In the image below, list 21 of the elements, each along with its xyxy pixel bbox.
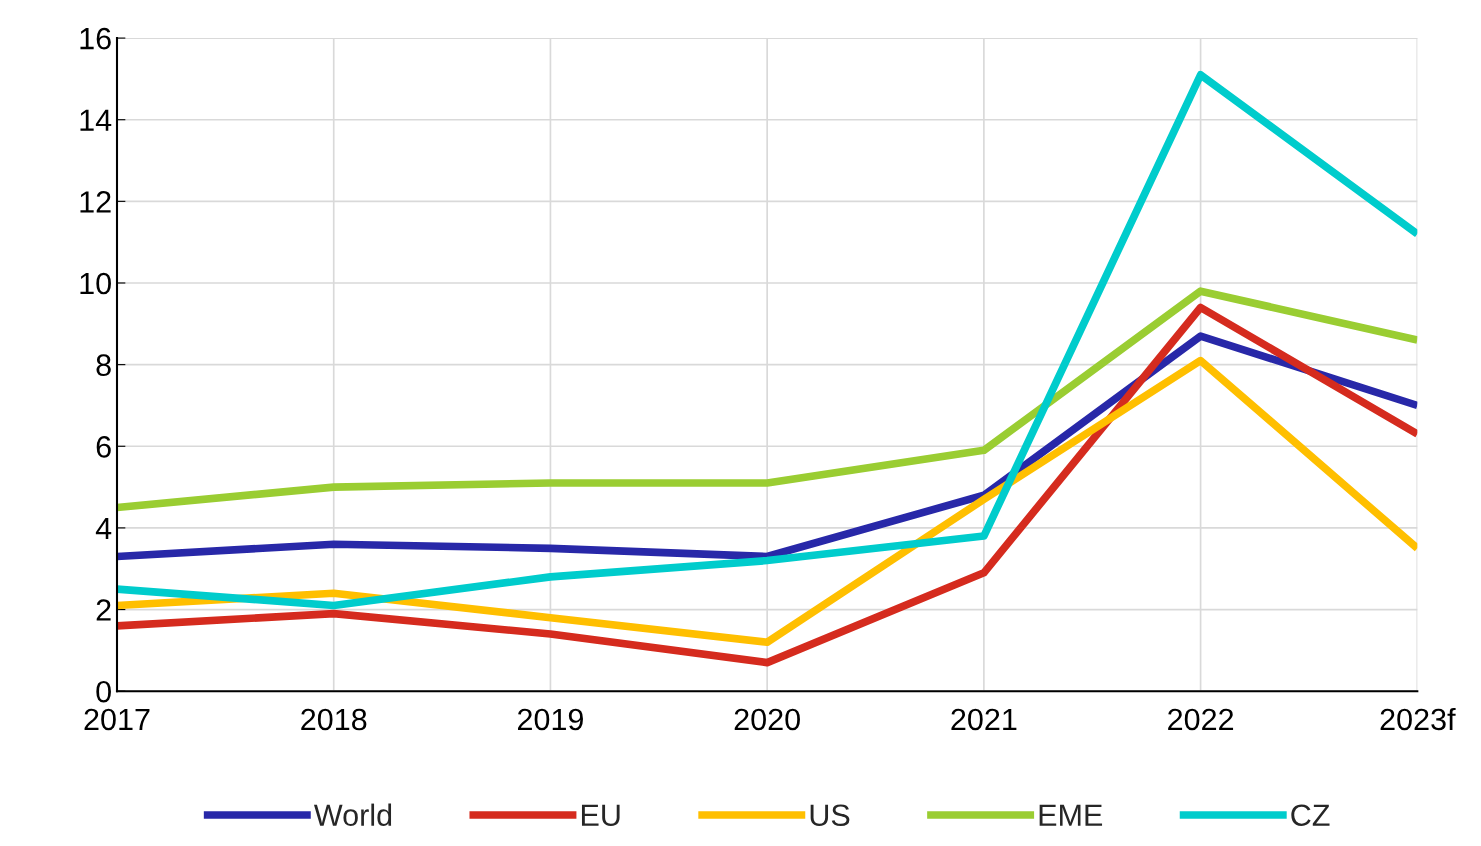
y-tick-label: 2 (96, 599, 111, 621)
x-tick-label: 2023f (1380, 707, 1456, 731)
y-tick-label: 8 (96, 354, 111, 376)
x-tick-label: 2017 (84, 708, 150, 731)
x-tick-label: 2018 (301, 708, 367, 731)
y-tick-label: 10 (80, 272, 111, 295)
y-tick-label: 16 (80, 27, 111, 50)
legend-label: US (810, 804, 850, 827)
x-tick-label: 2022 (1168, 708, 1234, 731)
y-tick-label: 14 (80, 109, 112, 131)
legend-label: EME (1039, 804, 1103, 826)
x-tick-label: 2019 (517, 708, 583, 731)
x-tick-label: 2021 (951, 708, 1017, 731)
x-tick-label: 2020 (734, 708, 800, 731)
y-tick-label: 12 (80, 191, 111, 213)
y-tick-label: 0 (96, 680, 111, 703)
legend-label: World (313, 803, 392, 827)
legend-label: EU (581, 804, 620, 827)
y-tick-label: 4 (95, 517, 112, 539)
legend-label: CZ (1291, 804, 1330, 827)
y-tick-label: 6 (96, 436, 111, 458)
